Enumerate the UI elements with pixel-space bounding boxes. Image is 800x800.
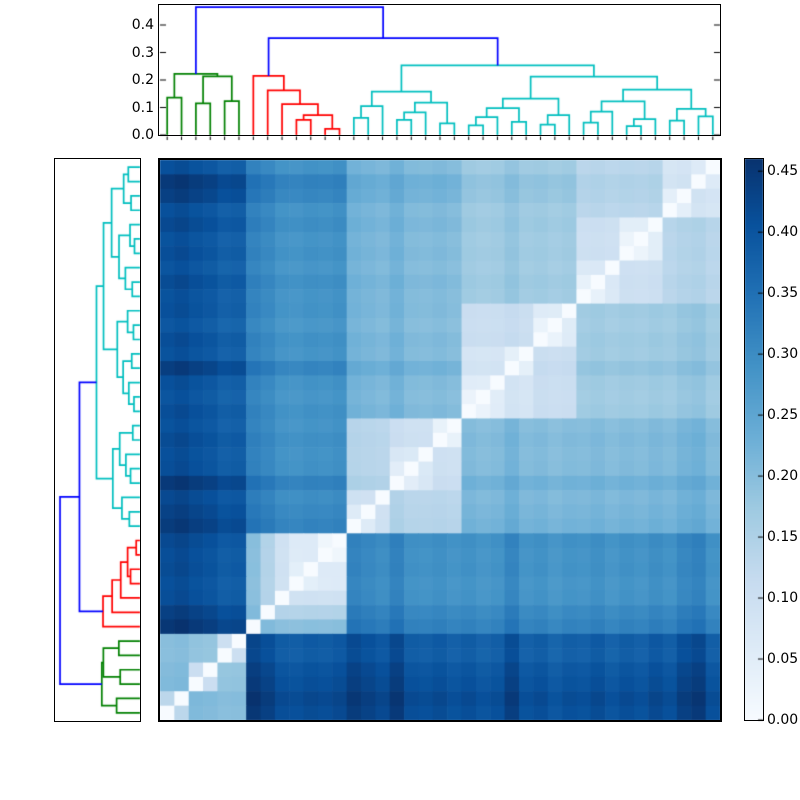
- y-tick-label: 0.0: [131, 127, 154, 143]
- y-tick-label: 0.4: [131, 17, 154, 33]
- colorbar-tick-label: 0.05: [767, 651, 799, 668]
- y-tick-label: 0.3: [131, 44, 154, 61]
- colorbar-tick-label: 0.35: [767, 285, 799, 302]
- colorbar-tick-label: 0.30: [767, 346, 799, 363]
- colorbar-tick-label: 0.20: [767, 468, 799, 485]
- colorbar-tick-label: 0.40: [767, 224, 799, 241]
- y-tick-label: 0.1: [131, 99, 154, 116]
- y-tick-label: 0.2: [131, 72, 154, 88]
- colorbar-tick-label: 0.10: [767, 590, 799, 607]
- colorbar-tick-label: 0.45: [767, 163, 799, 180]
- colorbar-tick-label: 0.25: [767, 407, 799, 424]
- colorbar-tick-label: 0.15: [767, 529, 799, 546]
- colorbar-tick-label: 0.00: [767, 712, 799, 728]
